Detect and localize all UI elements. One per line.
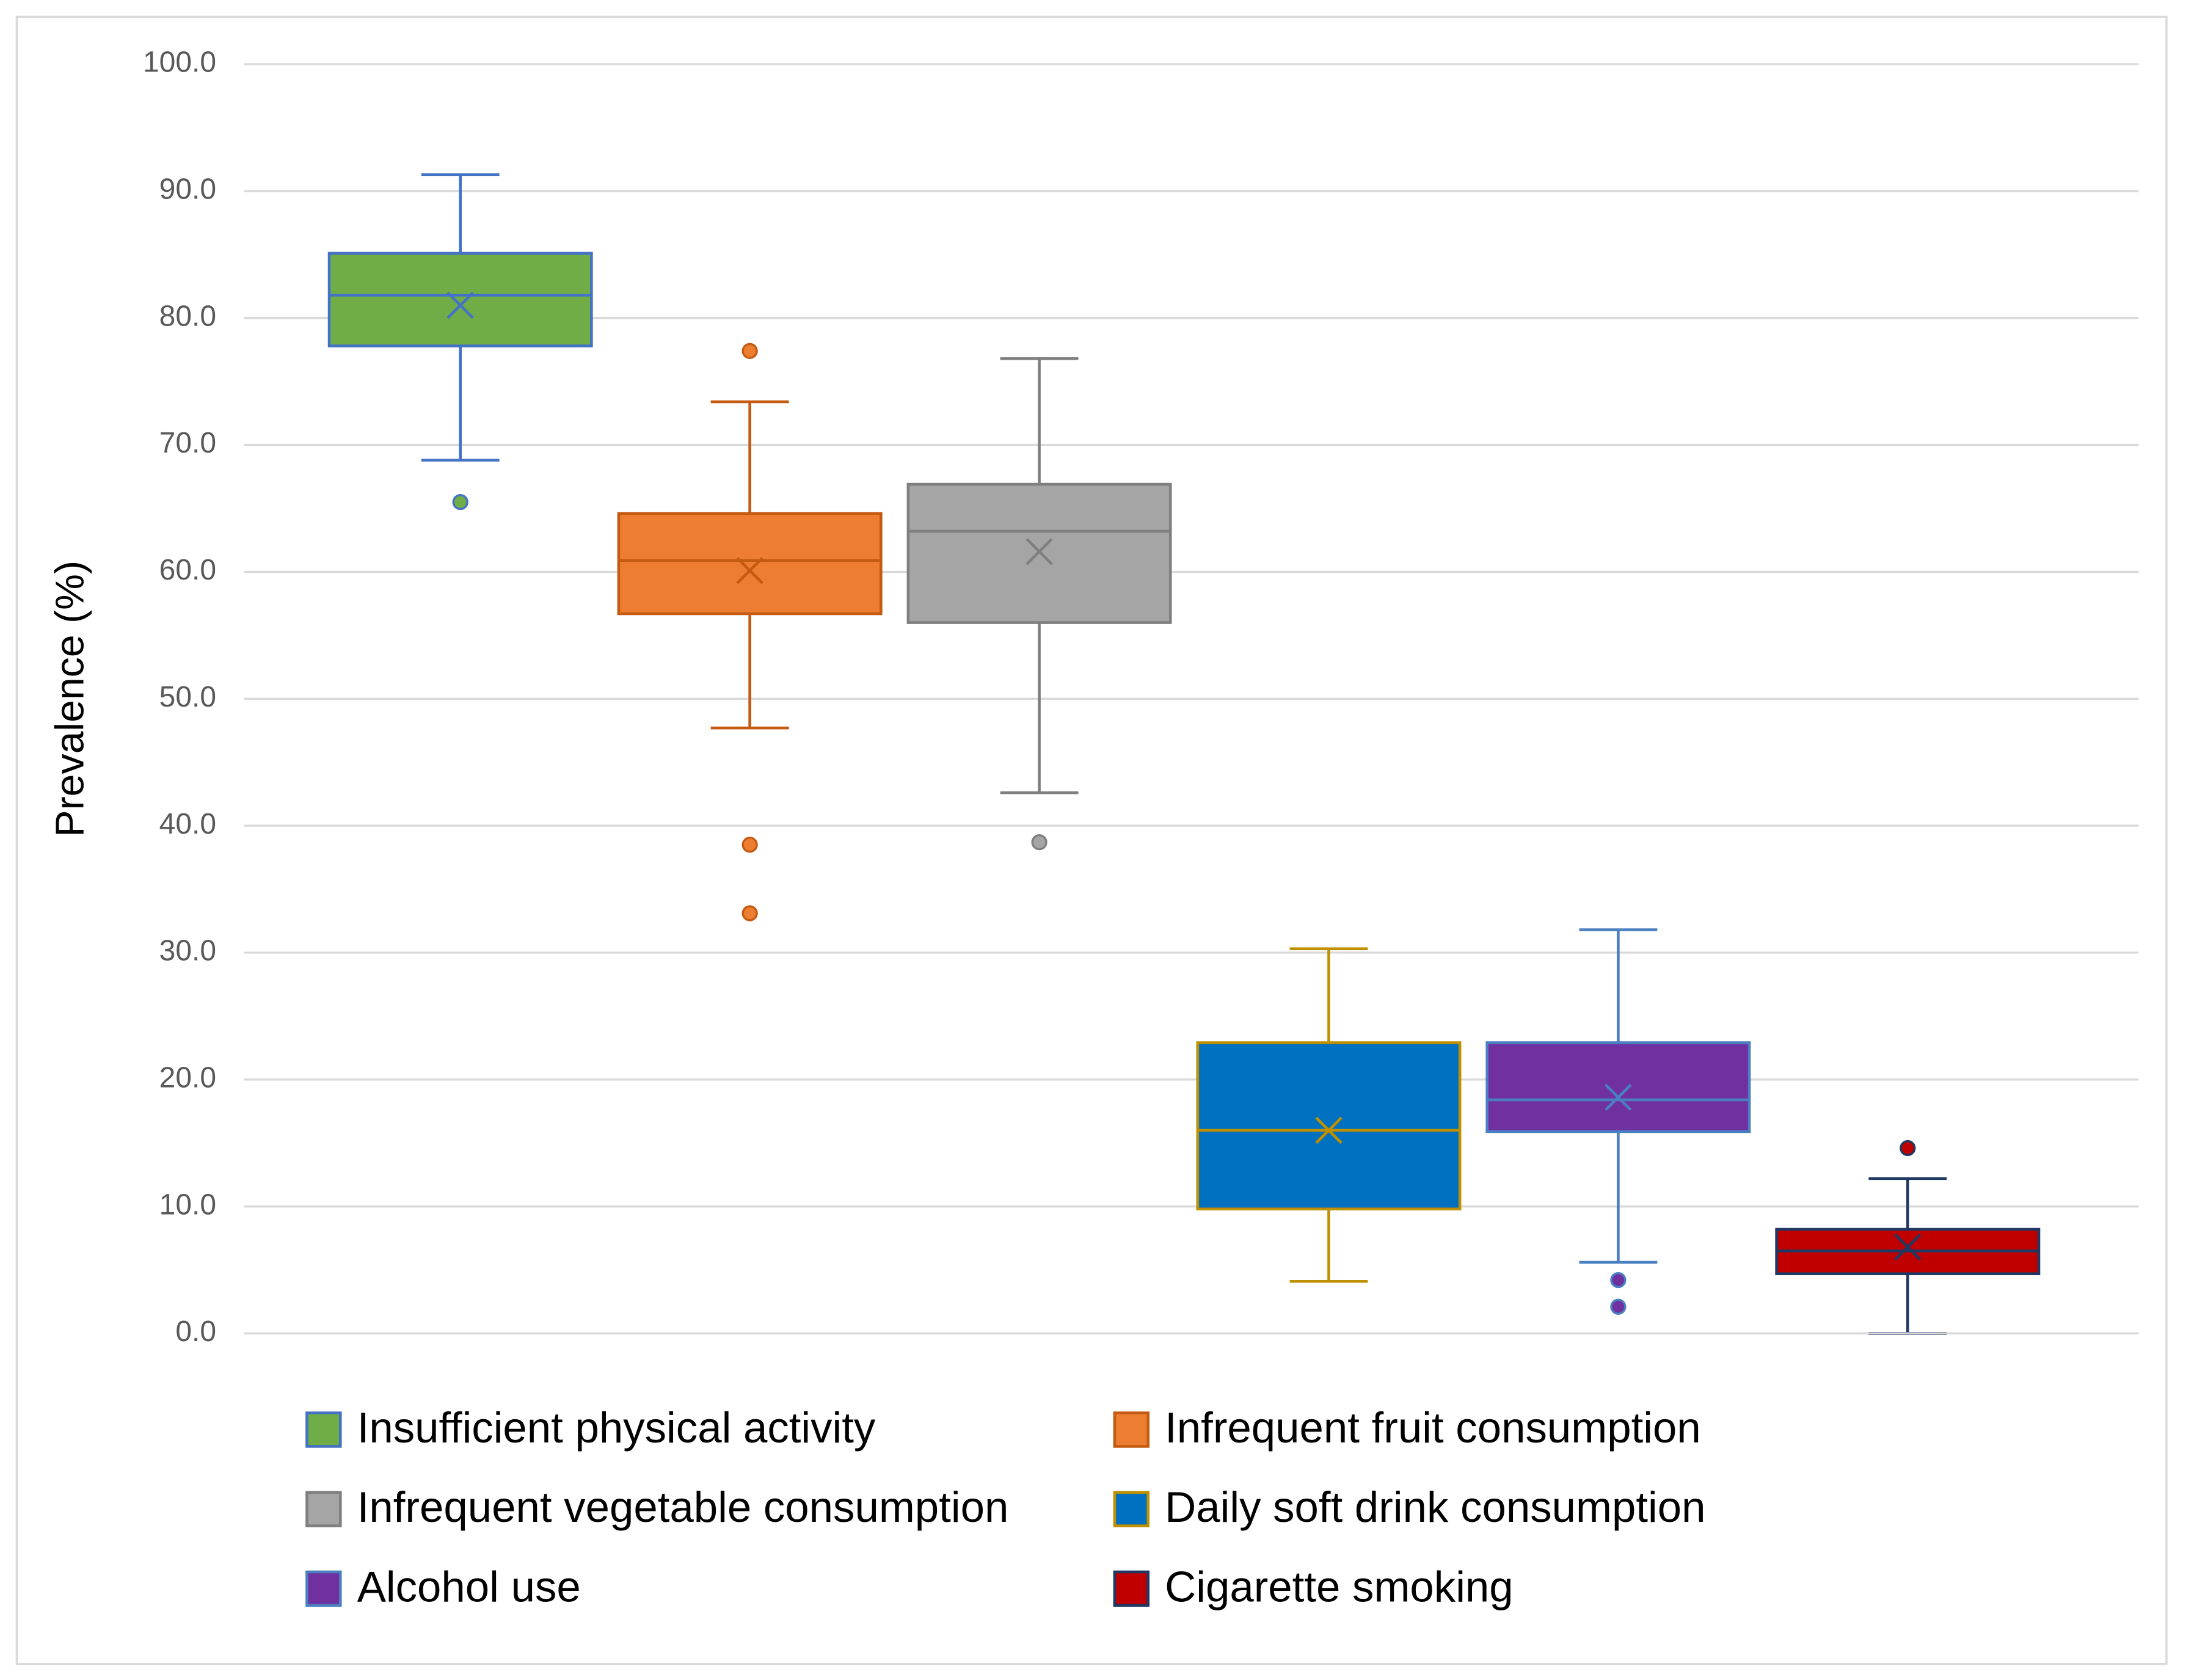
legend-label: Alcohol use	[357, 1563, 581, 1611]
outlier	[741, 837, 758, 853]
legend-label: Infrequent fruit consumption	[1165, 1404, 1701, 1452]
box	[1196, 1041, 1462, 1211]
mean-marker	[736, 557, 763, 584]
outlier	[1031, 834, 1047, 851]
y-tick-label: 60.0	[159, 554, 216, 586]
box	[327, 252, 593, 347]
legend-label: Infrequent vegetable consumption	[357, 1483, 1009, 1532]
box	[617, 512, 883, 616]
legend-swatch	[305, 1570, 342, 1607]
legend-label: Cigarette smoking	[1165, 1563, 1514, 1611]
y-tick-label: 0.0	[175, 1315, 216, 1348]
legend-swatch	[1113, 1491, 1150, 1527]
y-tick-label: 30.0	[159, 935, 216, 967]
y-tick-label: 40.0	[159, 808, 216, 840]
y-axis-label: Prevalence (%)	[47, 561, 92, 837]
y-tick-label: 20.0	[159, 1061, 216, 1094]
y-tick-label: 70.0	[159, 427, 216, 459]
y-tick-label: 100.0	[143, 46, 216, 79]
outlier	[741, 343, 758, 359]
mean-marker	[1605, 1083, 1632, 1111]
y-tick-label: 80.0	[159, 300, 216, 332]
y-tick-label: 10.0	[159, 1188, 216, 1221]
legend-label: Daily soft drink consumption	[1165, 1483, 1705, 1532]
outlier	[1900, 1140, 1916, 1157]
legend-swatch	[1113, 1570, 1150, 1607]
mean-marker	[1315, 1116, 1343, 1144]
legend-swatch	[305, 1411, 342, 1448]
legend-label: Insufficient physical activity	[357, 1404, 876, 1452]
outlier	[1610, 1298, 1627, 1315]
box	[1485, 1041, 1751, 1133]
mean-marker	[1894, 1233, 1922, 1261]
y-tick-label: 90.0	[159, 173, 216, 206]
outlier	[741, 905, 758, 922]
outlier	[452, 493, 468, 511]
legend-swatch	[305, 1491, 342, 1527]
mean-marker	[446, 291, 474, 319]
y-tick-label: 50.0	[159, 681, 216, 713]
outlier	[1610, 1272, 1627, 1289]
legend-swatch	[1113, 1411, 1150, 1448]
mean-marker	[1026, 537, 1053, 565]
